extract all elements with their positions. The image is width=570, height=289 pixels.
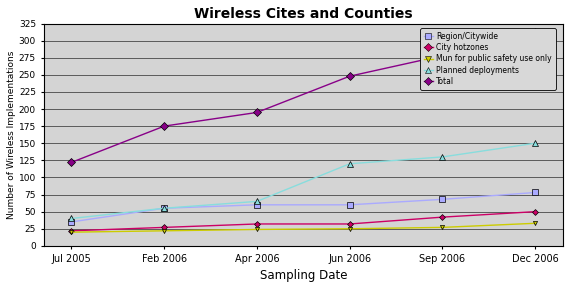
City hotzones — [532, 210, 539, 213]
City hotzones — [347, 222, 353, 226]
Legend: Region/Citywide, City hotzones, Mun for public safety use only, Planned deployme: Region/Citywide, City hotzones, Mun for … — [420, 28, 556, 90]
Mun for public safety use only — [347, 227, 353, 231]
Planned deployments — [254, 200, 260, 203]
Region/Citywide — [254, 203, 260, 207]
Planned deployments — [68, 217, 75, 220]
City hotzones — [161, 226, 168, 229]
Total — [439, 54, 446, 58]
Line: Region/Citywide: Region/Citywide — [68, 190, 538, 225]
Region/Citywide — [161, 207, 168, 210]
Mun for public safety use only — [532, 222, 539, 225]
Line: Mun for public safety use only: Mun for public safety use only — [70, 221, 538, 234]
Line: Total: Total — [68, 29, 538, 165]
Total — [161, 124, 168, 128]
Total — [68, 161, 75, 164]
Planned deployments — [161, 207, 168, 210]
Region/Citywide — [532, 191, 539, 194]
Total — [254, 111, 260, 114]
City hotzones — [439, 215, 446, 219]
Total — [347, 75, 353, 78]
Planned deployments — [347, 162, 353, 166]
Line: Planned deployments: Planned deployments — [68, 140, 538, 221]
Region/Citywide — [68, 220, 75, 224]
Mun for public safety use only — [439, 226, 446, 229]
Planned deployments — [439, 155, 446, 159]
Planned deployments — [532, 142, 539, 145]
Region/Citywide — [347, 203, 353, 207]
Mun for public safety use only — [254, 228, 260, 231]
Y-axis label: Number of Wireless Implementations: Number of Wireless Implementations — [7, 51, 16, 219]
Mun for public safety use only — [68, 230, 75, 234]
X-axis label: Sampling Date: Sampling Date — [259, 269, 347, 282]
City hotzones — [68, 229, 75, 233]
Line: City hotzones: City hotzones — [70, 210, 538, 233]
Mun for public safety use only — [161, 229, 168, 233]
Title: Wireless Cites and Counties: Wireless Cites and Counties — [194, 7, 413, 21]
Region/Citywide — [439, 198, 446, 201]
Total — [532, 30, 539, 34]
City hotzones — [254, 222, 260, 226]
